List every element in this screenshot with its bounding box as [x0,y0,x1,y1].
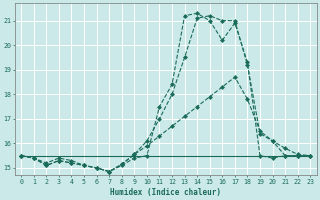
X-axis label: Humidex (Indice chaleur): Humidex (Indice chaleur) [110,188,221,197]
